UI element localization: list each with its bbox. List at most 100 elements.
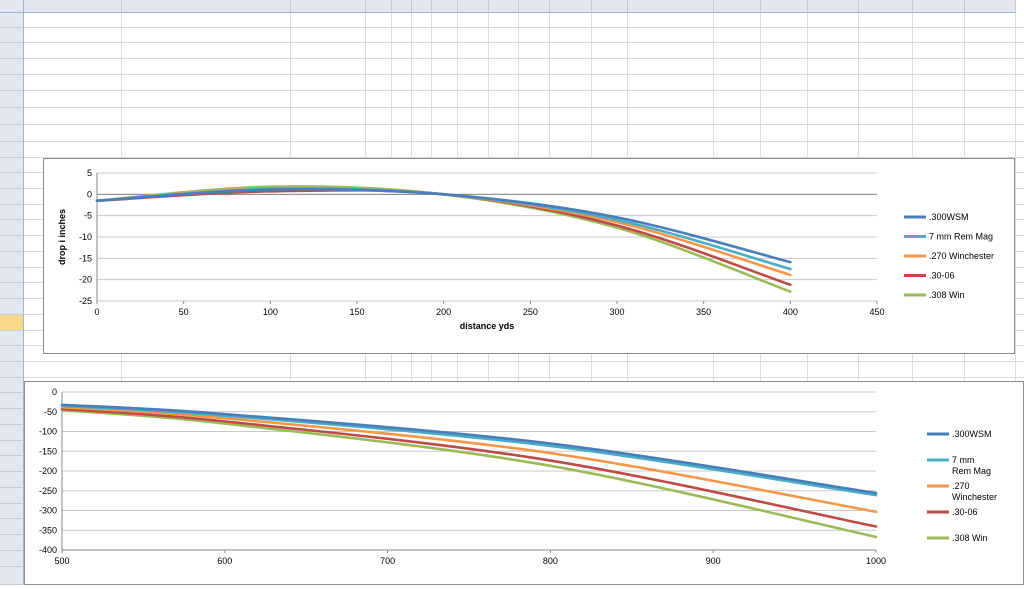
row-header-11[interactable] — [0, 173, 24, 189]
column-header-L[interactable] — [592, 0, 628, 13]
column-header-D[interactable] — [366, 0, 392, 13]
row-header-34[interactable] — [0, 535, 24, 551]
gridline-h — [24, 141, 1024, 142]
y-tick-label: -15 — [79, 253, 92, 263]
series-line--30-06 — [60, 407, 878, 528]
row-header-7[interactable] — [0, 108, 24, 125]
y-tick-label: -300 — [39, 506, 57, 516]
row-header-15[interactable] — [0, 236, 24, 252]
row-header-26[interactable] — [0, 409, 24, 425]
x-tick-label: 100 — [263, 307, 278, 317]
row-header-33[interactable] — [0, 519, 24, 535]
chart-drop-long-range[interactable]: 0 -50 -100 -150 -200 -250 -300 -350 -400 500 600 70… — [24, 381, 1024, 585]
row-header-2[interactable] — [0, 28, 24, 43]
legend-label: 7 mm Rem Mag — [929, 232, 993, 242]
row-header-22[interactable] — [0, 346, 24, 362]
column-header-J[interactable] — [519, 0, 550, 13]
row-header-32[interactable] — [0, 504, 24, 519]
row-header-5[interactable] — [0, 75, 24, 91]
column-header-M[interactable] — [628, 0, 714, 13]
x-tick-label: 500 — [54, 556, 69, 566]
legend-label: 7 mm Rem Mag — [952, 455, 991, 476]
y-tick-label: -200 — [39, 466, 57, 476]
column-header-E[interactable] — [392, 0, 412, 13]
y-tick-label: -400 — [39, 545, 57, 555]
y-axis-title: drop i inches — [57, 209, 67, 265]
y-tick-label: -50 — [44, 407, 57, 417]
column-header-S[interactable] — [965, 0, 1016, 13]
row-header-35[interactable] — [0, 551, 24, 567]
column-header-B[interactable] — [122, 0, 291, 13]
chart-1-svg: 50-5-10-15-20-250 50 100 150 200 250 300 350 400… — [57, 168, 994, 331]
series-line--308-win — [60, 408, 878, 539]
x-axis-title: distance yds — [460, 321, 515, 331]
column-header-I[interactable] — [489, 0, 519, 13]
row-header-14[interactable] — [0, 220, 24, 236]
column-header-R[interactable] — [913, 0, 965, 13]
column-header-K[interactable] — [550, 0, 592, 13]
legend-label: .270 Winchester — [952, 481, 997, 502]
gridline-h — [24, 42, 1024, 43]
y-tick-label: -250 — [39, 486, 57, 496]
row-header-20[interactable] — [0, 315, 24, 331]
column-header-C[interactable] — [291, 0, 366, 13]
column-header-H[interactable] — [458, 0, 489, 13]
column-header-P[interactable] — [808, 0, 859, 13]
legend-label: .300WSM — [929, 212, 969, 222]
row-header-16[interactable] — [0, 252, 24, 268]
gridline-v — [1015, 13, 1016, 585]
gridline-h — [24, 90, 1024, 91]
x-tick-label: 900 — [706, 556, 721, 566]
row-header-10[interactable] — [0, 158, 24, 173]
row-header-9[interactable] — [0, 142, 24, 158]
row-header-18[interactable] — [0, 283, 24, 299]
row-header-13[interactable] — [0, 205, 24, 220]
column-header-N[interactable] — [714, 0, 761, 13]
row-header-30[interactable] — [0, 472, 24, 488]
row-header-29[interactable] — [0, 456, 24, 472]
row-header-17[interactable] — [0, 268, 24, 283]
row-header-28[interactable] — [0, 441, 24, 456]
series-line--300wsm — [60, 403, 878, 495]
column-header-F[interactable] — [412, 0, 432, 13]
x-tick-label: 800 — [543, 556, 558, 566]
row-header-1[interactable] — [0, 13, 24, 28]
row-header-24[interactable] — [0, 378, 24, 393]
column-header-Q[interactable] — [859, 0, 913, 13]
y-tick-label: -350 — [39, 525, 57, 535]
select-all-corner[interactable] — [0, 0, 24, 13]
row-header-31[interactable] — [0, 488, 24, 504]
column-header-A[interactable] — [24, 0, 122, 13]
x-tick-label: 400 — [783, 307, 798, 317]
row-header-8[interactable] — [0, 125, 24, 142]
row-header-12[interactable] — [0, 189, 24, 205]
gridline-h — [24, 58, 1024, 59]
x-tick-label: 450 — [869, 307, 884, 317]
row-header-21[interactable] — [0, 331, 24, 346]
chart-drop-short-range[interactable]: 5 0 -5 -10 -15 -20 -25 0 50 100 150 200 250 300 350 400… — [43, 158, 1015, 354]
y-tick-label: -20 — [79, 275, 92, 285]
row-header-3[interactable] — [0, 43, 24, 59]
column-header-O[interactable] — [761, 0, 808, 13]
x-tick-label: 300 — [609, 307, 624, 317]
x-tick-label: 0 — [94, 307, 99, 317]
row-header-6[interactable] — [0, 91, 24, 108]
x-tick-label: 600 — [217, 556, 232, 566]
row-header-25[interactable] — [0, 393, 24, 409]
gridline-h — [24, 377, 1024, 378]
y-tick-label: -25 — [79, 296, 92, 306]
y-tick-label: -5 — [84, 211, 92, 221]
legend-label: .308 Win — [929, 290, 965, 300]
x-tick-label: 350 — [696, 307, 711, 317]
row-header-4[interactable] — [0, 59, 24, 75]
gridline-h — [24, 107, 1024, 108]
row-header-27[interactable] — [0, 425, 24, 441]
y-tick-label: -10 — [79, 232, 92, 242]
row-header-36[interactable] — [0, 567, 24, 585]
row-header-19[interactable] — [0, 299, 24, 315]
x-tick-label: 700 — [380, 556, 395, 566]
row-header-23[interactable] — [0, 362, 24, 378]
y-tick-label: 0 — [87, 189, 92, 199]
column-header-G[interactable] — [432, 0, 458, 13]
series-line--270-winchester — [60, 405, 878, 514]
